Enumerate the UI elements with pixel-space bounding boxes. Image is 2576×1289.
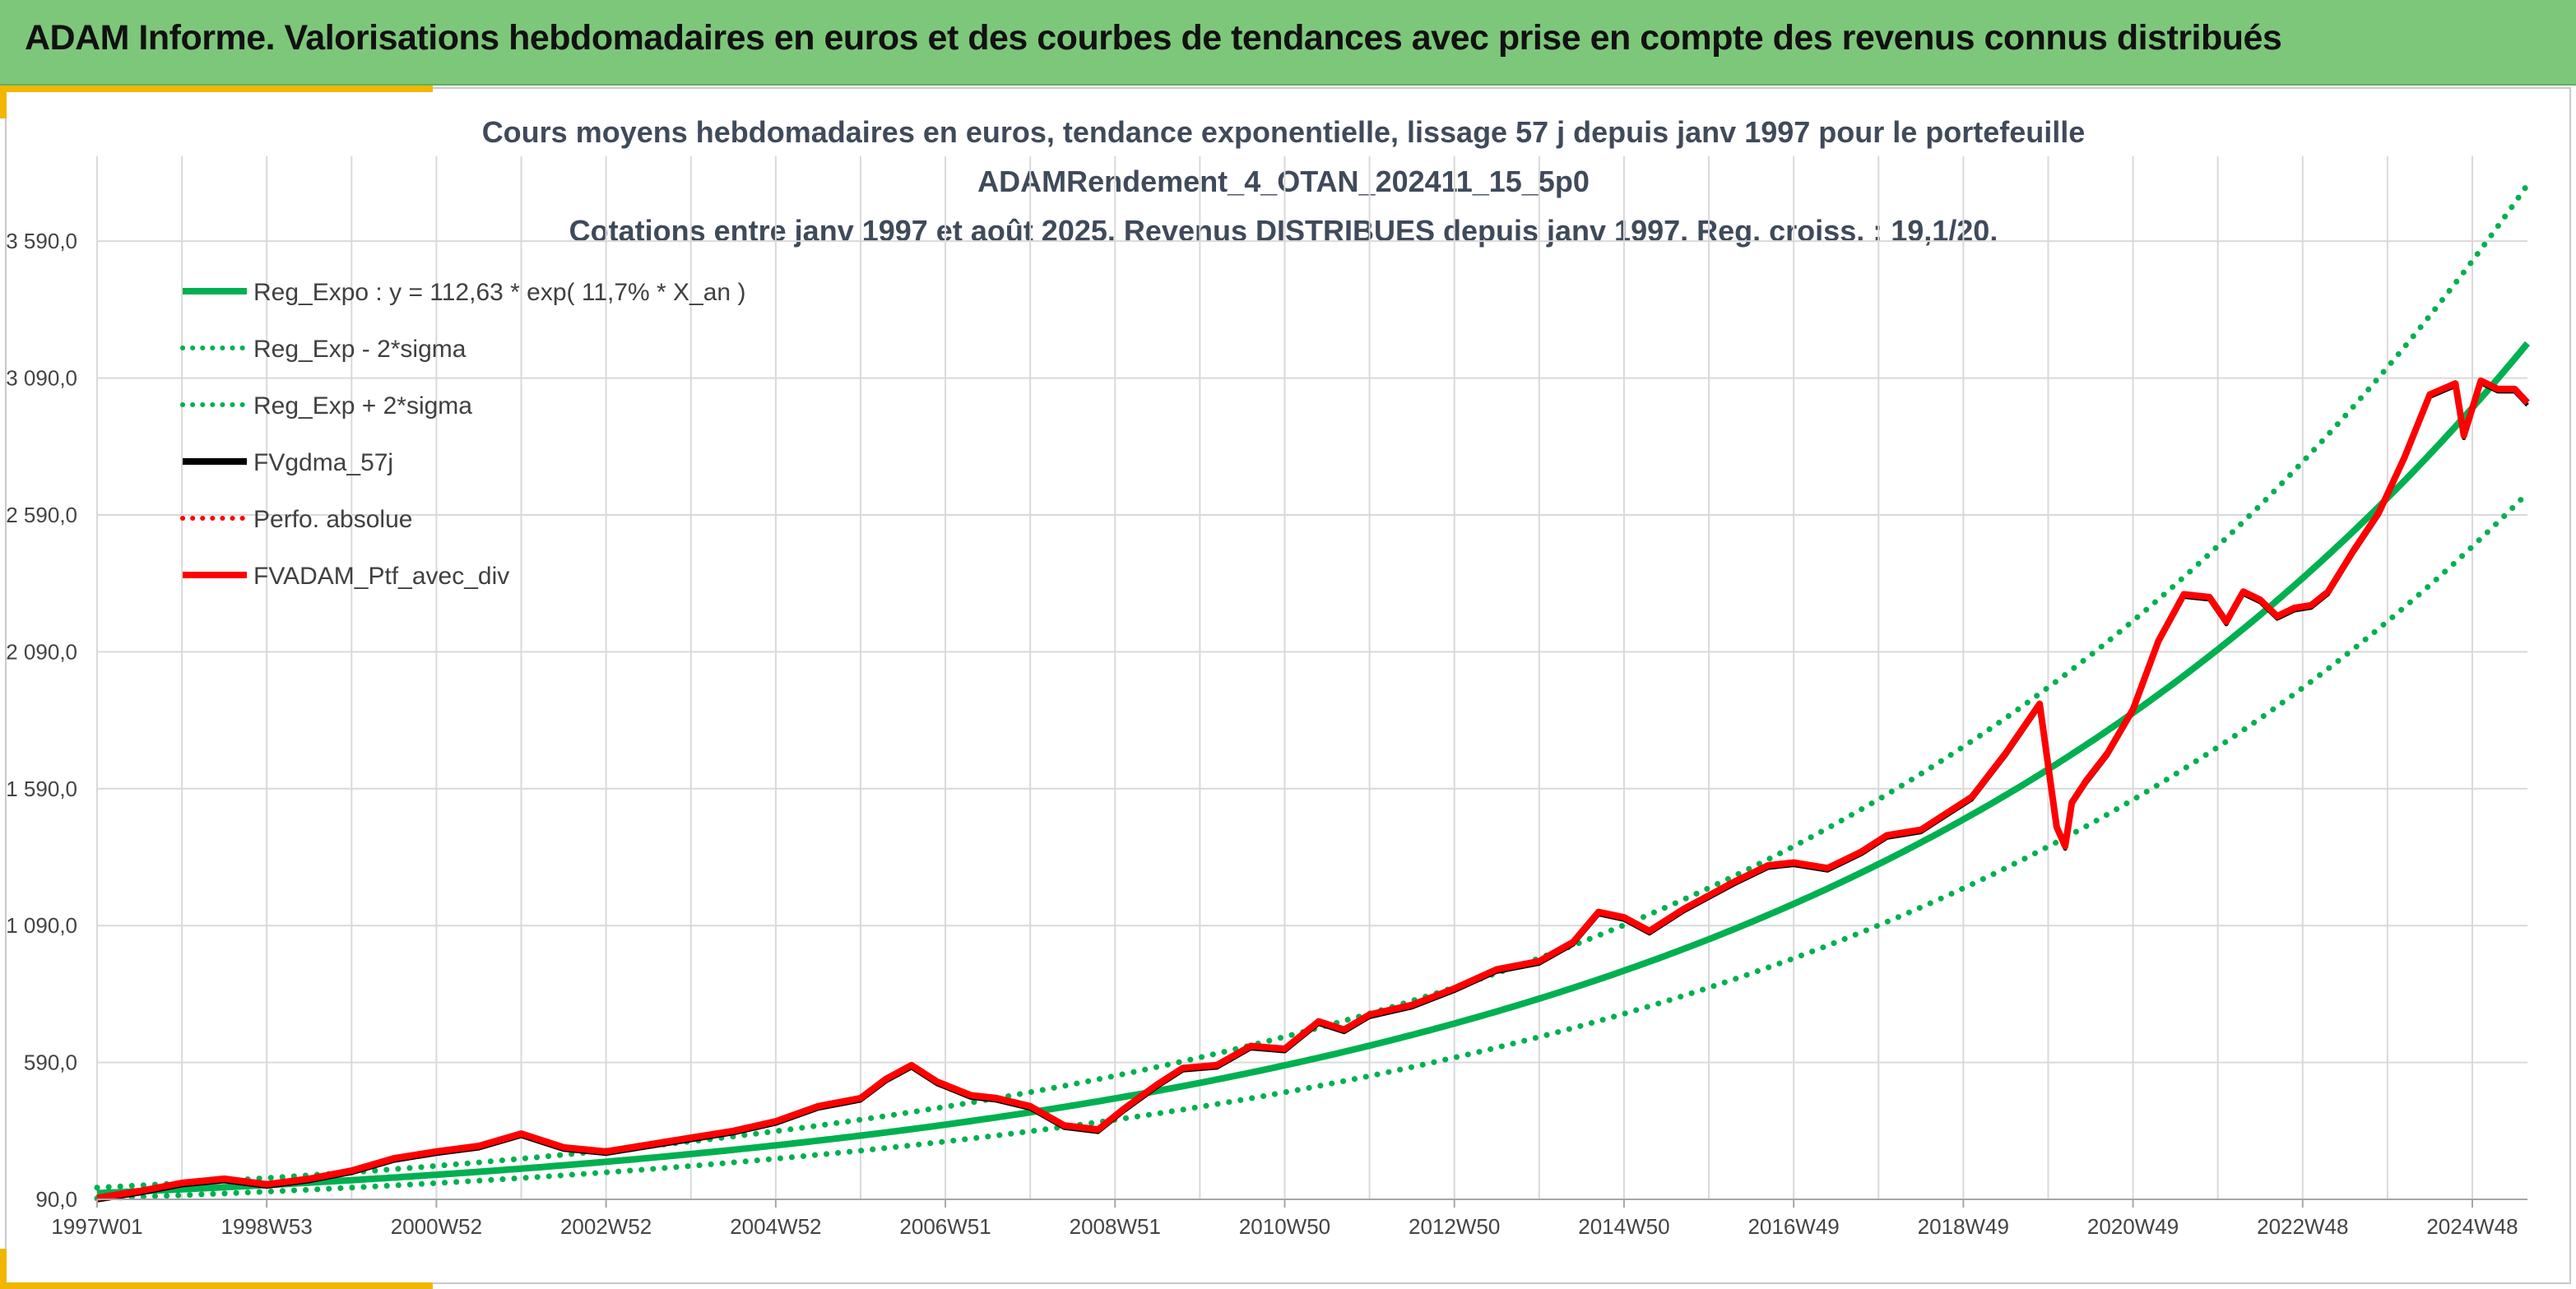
x-tick-label: 2020W49: [2087, 1214, 2179, 1239]
y-tick-label: 2 090,0: [6, 639, 77, 664]
report-title: ADAM Informe. Valorisations hebdomadaire…: [25, 18, 2282, 58]
reg-expo-line: [96, 341, 2531, 1197]
x-tick-label: 2014W50: [1578, 1214, 1669, 1239]
x-tick-label: 2006W51: [899, 1214, 991, 1239]
legend-label: Perfo. absolue: [253, 506, 412, 533]
chart-title-line-2: ADAMRendement_4_OTAN_202411_15_5p0: [977, 165, 1590, 198]
fvadam-ptf-avec-div-line: [96, 377, 2530, 1202]
x-tick-label: 2008W51: [1070, 1214, 1161, 1239]
series-lines: [94, 182, 2531, 1203]
chart-title-line-1: Cours moyens hebdomadaires en euros, ten…: [481, 115, 2086, 149]
report-banner: ADAM Informe. Valorisations hebdomadaire…: [0, 0, 2576, 86]
accent-bar-bottom: [0, 1282, 433, 1289]
accent-bar-top: [0, 86, 433, 92]
accent-bar-left: [0, 86, 7, 118]
gridlines: [96, 156, 2527, 1200]
x-tick-label: 2016W49: [1748, 1214, 1839, 1239]
x-tick-label: 2012W50: [1409, 1214, 1500, 1239]
fvgdma-57j-line: [96, 381, 2529, 1203]
legend-label: FVADAM_Ptf_avec_div: [253, 563, 509, 590]
x-tick-label: 2002W52: [560, 1214, 652, 1239]
x-tick-label: 2022W48: [2257, 1214, 2348, 1239]
x-tick-label: 2004W52: [730, 1214, 821, 1239]
x-tick-label: 2010W50: [1239, 1214, 1330, 1239]
legend-label: Reg_Expo : y = 112,63 * exp( 11,7% * X_a…: [253, 279, 745, 306]
y-tick-label: 1 590,0: [6, 777, 77, 801]
reg-exp-minus-2sigma-line: [94, 489, 2531, 1202]
x-tick-label: 1997W01: [51, 1214, 142, 1239]
y-tick-label: 90,0: [35, 1187, 77, 1212]
accent-bar-bottom-left: [0, 1249, 7, 1289]
y-tick-label: 1 090,0: [6, 913, 77, 938]
y-tick-label: 3 590,0: [6, 229, 77, 253]
x-tick-label: 1998W53: [221, 1214, 313, 1239]
y-tick-label: 590,0: [24, 1050, 77, 1075]
legend-label: FVgdma_57j: [253, 449, 393, 476]
legend: Reg_Expo : y = 112,63 * exp( 11,7% * X_a…: [180, 279, 745, 590]
axes: 90,0 590,0 1 090,0 1 590,0 2 090,0 2 590,0 3 0…: [6, 229, 2527, 1239]
legend-label: Reg_Exp - 2*sigma: [253, 336, 466, 363]
y-tick-label: 2 590,0: [6, 503, 77, 527]
legend-label: Reg_Exp + 2*sigma: [253, 392, 472, 420]
x-tick-label: 2000W52: [391, 1214, 482, 1239]
x-tick-label: 2024W48: [2426, 1214, 2518, 1239]
x-tick-label: 2018W49: [1918, 1214, 2009, 1239]
y-tick-label: 3 090,0: [6, 366, 77, 391]
